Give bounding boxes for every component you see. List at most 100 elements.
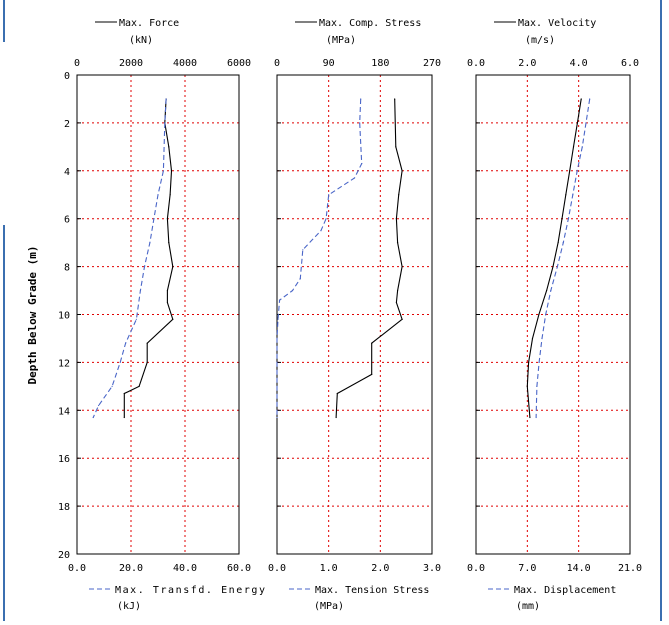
data-point: [164, 122, 166, 124]
data-point: [538, 361, 540, 363]
data-point: [371, 342, 373, 344]
data-point: [166, 218, 169, 220]
data-point: [123, 392, 125, 395]
series-line-max-velocity: [526, 98, 582, 418]
data-point: [401, 170, 403, 172]
panel-2: 0 90 180 270 0.0 1.0 2.0 3.0 Max. Comp. Stress (M…: [268, 18, 441, 612]
bottom-axis-tick-label: 1.0: [320, 563, 338, 574]
top-axis-tick-label: 180: [371, 58, 389, 69]
bottom-axis-tick-label: 2.0: [371, 563, 389, 574]
y-tick-label: 4: [64, 167, 70, 178]
data-point: [562, 242, 564, 244]
y-tick-label: 14: [58, 406, 70, 417]
bottom-axis-tick-label: 14.0: [567, 563, 591, 574]
data-point: [92, 416, 94, 419]
y-axis-ticks: 0 2 4 6 8 10 12 14 16 18 20: [58, 71, 70, 561]
top-axis-tick-label: 90: [323, 58, 335, 69]
data-point: [353, 177, 356, 179]
y-tick-label: 20: [58, 550, 70, 561]
bottom-axis-unit: (kJ): [117, 601, 141, 612]
data-point: [302, 249, 304, 251]
top-legend-label: Max. Force: [119, 18, 179, 29]
top-axis-tick-label: 4000: [173, 58, 197, 69]
bottom-legend-label: Max. Displacement: [514, 585, 616, 596]
top-axis-unit: (MPa): [326, 35, 356, 46]
data-point: [529, 416, 531, 419]
panel-3: 0.0 2.0 4.0 6.0 0.0 7.0 14.0 21.0 Max. Velocity (…: [467, 18, 642, 612]
data-point: [565, 194, 567, 196]
series-line-max-comp-stress: [335, 98, 403, 418]
bottom-axis-tick-label: 0.0: [467, 563, 485, 574]
data-point: [335, 416, 337, 419]
data-point: [139, 289, 142, 292]
bottom-axis-tick-label: 40.0: [173, 563, 197, 574]
data-point: [371, 373, 373, 375]
data-point: [401, 266, 403, 268]
data-point: [166, 301, 169, 304]
data-point: [123, 416, 125, 419]
data-point: [394, 98, 396, 100]
data-point: [149, 242, 151, 244]
panel-1: 0 2000 4000 6000 0.0 20.0 40.0 60.0 Max. Force (k…: [68, 18, 265, 612]
bottom-axis-tick-label: 0.0: [268, 563, 286, 574]
bottom-axis-tick-label: 0.0: [68, 563, 86, 574]
data-point: [172, 266, 174, 268]
data-point: [299, 277, 301, 280]
gridlines: [476, 75, 630, 554]
y-tick-label: 8: [64, 263, 70, 274]
bottom-axis-unit: (mm): [516, 601, 540, 612]
data-point: [165, 98, 167, 100]
top-axis-tick-label: 6.0: [621, 58, 639, 69]
window-edge-left: [3, 225, 5, 621]
y-tick-label: 6: [64, 215, 70, 226]
data-point: [395, 146, 397, 148]
y-tick-label: 0: [64, 71, 70, 82]
data-point: [395, 218, 398, 220]
bottom-legend-label: Max. Transfd. Energy: [115, 585, 265, 596]
top-legend-label: Max. Comp. Stress: [319, 18, 421, 29]
top-axis-tick-label: 0.0: [467, 58, 485, 69]
series-line-max-tension-stress: [276, 98, 363, 418]
data-point: [545, 289, 548, 292]
top-axis-unit: (m/s): [525, 35, 555, 46]
data-point: [172, 318, 174, 320]
data-point: [336, 392, 338, 395]
data-point: [138, 385, 140, 387]
data-point: [567, 218, 570, 220]
data-point: [162, 170, 164, 172]
data-point: [538, 313, 540, 316]
data-point: [119, 361, 121, 363]
data-point: [277, 318, 279, 320]
bottom-legend-label: Max. Tension Stress: [315, 585, 429, 596]
data-point: [359, 122, 361, 124]
data-point: [125, 342, 127, 344]
window-edge-left-top: [3, 0, 5, 42]
data-point: [328, 194, 330, 196]
data-point: [135, 318, 137, 320]
data-point: [536, 385, 538, 387]
data-point: [398, 194, 400, 196]
data-point: [572, 146, 575, 148]
bottom-axis-tick-label: 7.0: [518, 563, 536, 574]
bottom-axis-unit: (MPa): [314, 601, 344, 612]
y-tick-label: 2: [64, 119, 70, 130]
data-point: [545, 313, 547, 316]
data-point: [98, 404, 100, 407]
data-point: [169, 194, 171, 196]
bottom-axis-tick-label: 20.0: [119, 563, 143, 574]
chart-panels: 0 2000 4000 6000 0.0 20.0 40.0 60.0 Max. Force (k…: [68, 18, 642, 612]
gridlines: [277, 75, 432, 554]
top-axis-tick-label: 270: [423, 58, 441, 69]
data-point: [401, 318, 403, 320]
data-point: [585, 122, 587, 124]
data-point: [278, 299, 281, 301]
data-point: [320, 230, 322, 232]
data-point: [550, 289, 552, 292]
top-axis-unit: (kN): [129, 35, 153, 46]
y-tick-label: 16: [58, 454, 70, 465]
data-point: [535, 416, 537, 419]
data-point: [580, 98, 582, 100]
series-line-max-transfd-energy: [92, 98, 167, 418]
